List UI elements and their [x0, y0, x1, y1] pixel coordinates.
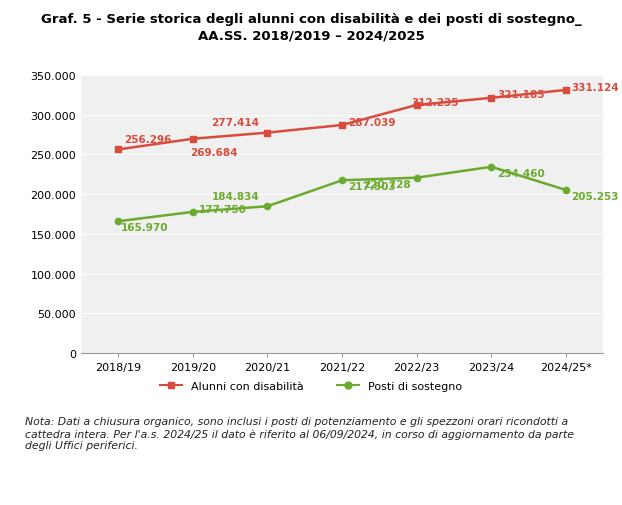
Text: 321.185: 321.185: [497, 90, 544, 100]
Text: 217.503: 217.503: [348, 182, 395, 192]
Text: 331.124: 331.124: [572, 82, 619, 92]
Text: Graf. 5 - Serie storica degli alunni con disabilità e dei posti di sostegno_
AA.: Graf. 5 - Serie storica degli alunni con…: [40, 13, 582, 42]
Text: 256.296: 256.296: [124, 135, 171, 144]
Text: 234.460: 234.460: [497, 169, 545, 179]
Text: 165.970: 165.970: [121, 223, 169, 233]
Text: 287.039: 287.039: [348, 117, 395, 127]
Text: 177.750: 177.750: [198, 204, 246, 214]
Text: 205.253: 205.253: [572, 192, 619, 201]
Text: 277.414: 277.414: [211, 118, 259, 128]
Text: 184.834: 184.834: [211, 191, 259, 201]
Legend: Alunni con disabilità, Posti di sostegno: Alunni con disabilità, Posti di sostegno: [156, 377, 466, 395]
Text: Nota: Dati a chiusura organico, sono inclusi i posti di potenziamento e gli spez: Nota: Dati a chiusura organico, sono inc…: [25, 417, 574, 450]
Text: 220.728: 220.728: [364, 179, 411, 189]
Text: 312.235: 312.235: [411, 97, 458, 108]
Text: 269.684: 269.684: [190, 148, 238, 158]
